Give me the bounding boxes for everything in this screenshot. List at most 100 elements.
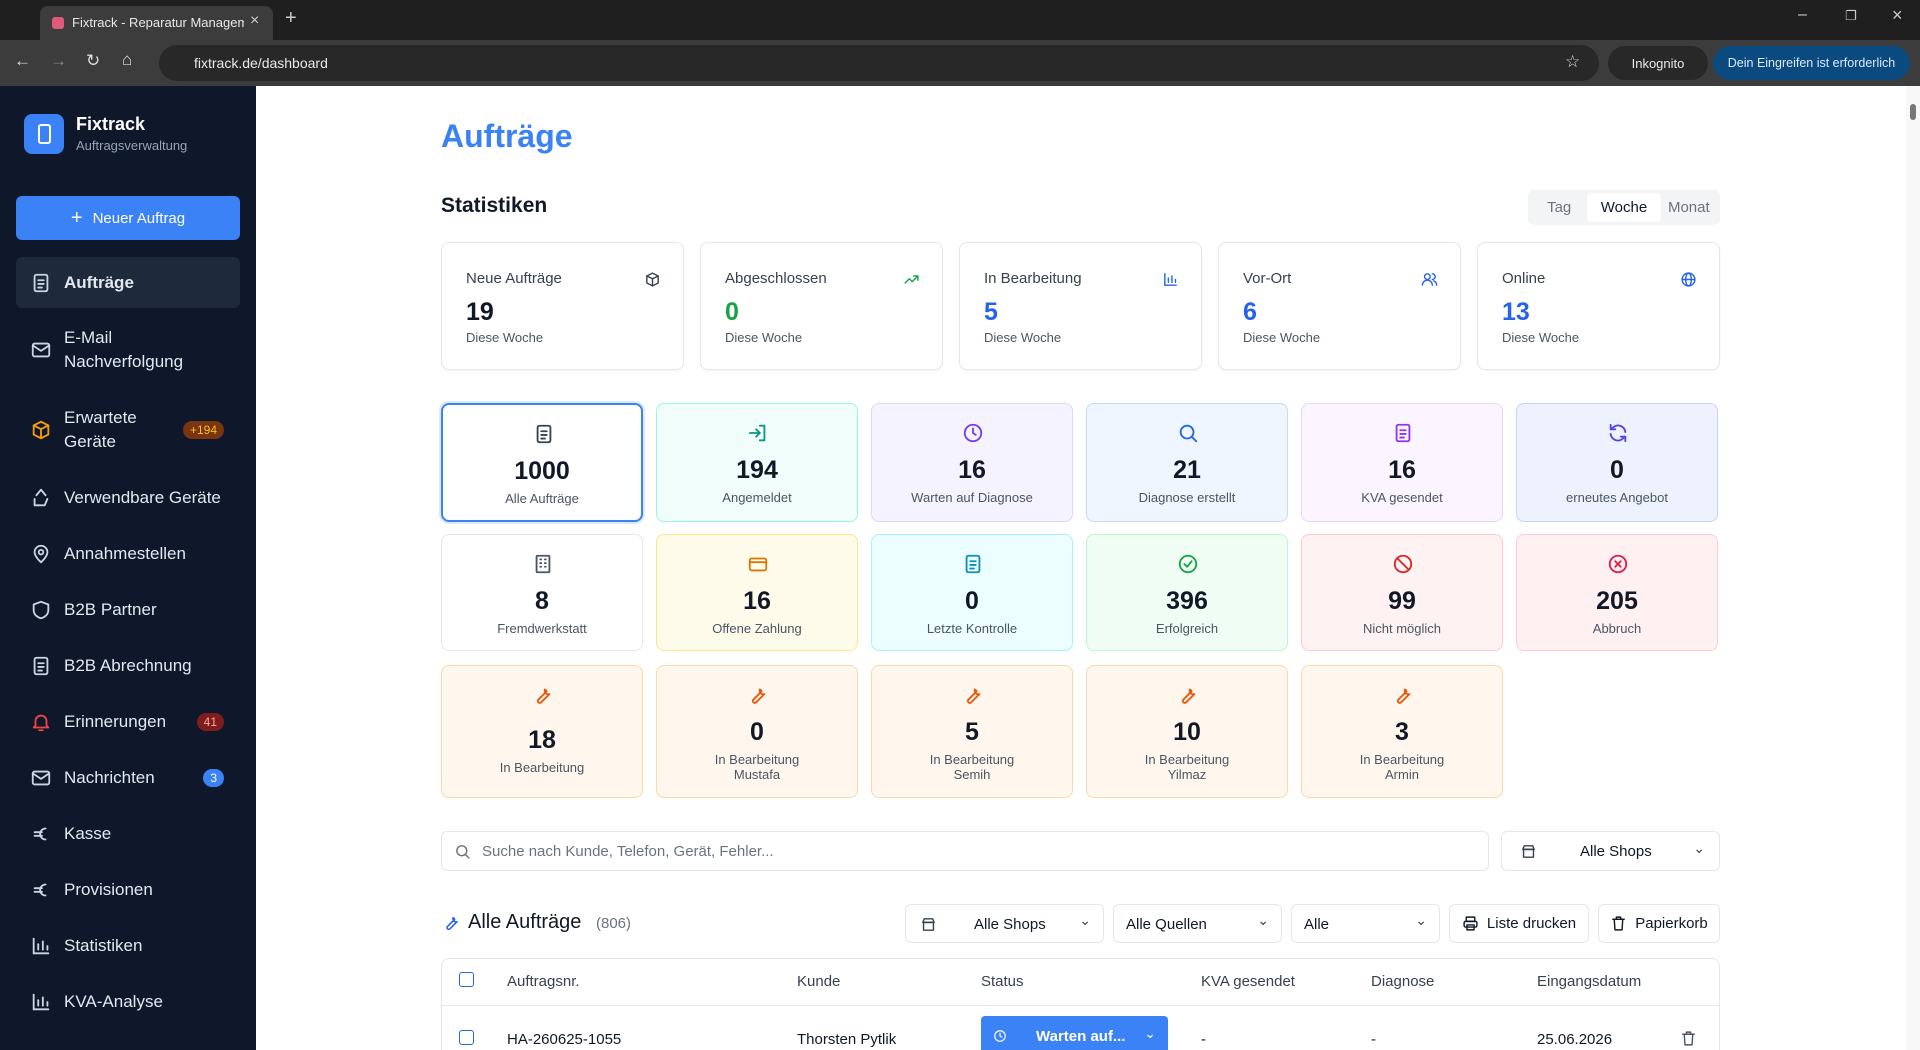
status-tile[interactable]: 16 Warten auf Diagnose bbox=[871, 403, 1073, 522]
tile-label: In Bearbeitung bbox=[1359, 752, 1445, 767]
nav-item[interactable]: Annahmestellen bbox=[16, 526, 240, 582]
period-option[interactable]: Woche bbox=[1587, 193, 1661, 222]
tile-sub: Semih bbox=[953, 767, 991, 782]
checkbox[interactable] bbox=[459, 972, 474, 987]
stat-value: 5 bbox=[984, 298, 998, 326]
status-tile[interactable]: 194 Angemeldet bbox=[656, 403, 858, 522]
nav-item[interactable]: Kasse bbox=[16, 806, 240, 862]
filter-select[interactable]: Alle Quellen ⌄ bbox=[1113, 904, 1282, 943]
status-tile[interactable]: 0 Letzte Kontrolle bbox=[871, 534, 1073, 651]
status-tile[interactable]: 396 Erfolgreich bbox=[1086, 534, 1288, 651]
scrollbar[interactable] bbox=[1906, 86, 1920, 1050]
stat-label: Abgeschlossen bbox=[725, 270, 827, 287]
status-tile[interactable]: 99 Nicht möglich bbox=[1301, 534, 1503, 651]
icon bbox=[33, 656, 49, 676]
nav-item[interactable]: B2B Abrechnung bbox=[16, 638, 240, 694]
shop-select[interactable]: Alle Shops ⌄ bbox=[1501, 831, 1720, 871]
nav-label: Erwartete Geräte bbox=[64, 408, 137, 451]
tile-label: Diagnose erstellt bbox=[1138, 490, 1236, 505]
favicon bbox=[52, 17, 64, 29]
row-divider bbox=[442, 1005, 1719, 1006]
icon bbox=[33, 544, 49, 564]
nav-item[interactable]: Aufträge bbox=[16, 257, 240, 308]
new-tab[interactable]: + bbox=[285, 7, 297, 29]
status-tile[interactable]: 205 Abbruch bbox=[1516, 534, 1718, 651]
icon bbox=[535, 554, 551, 574]
nav-item[interactable]: Erwartete Geräte +194 bbox=[16, 390, 240, 470]
minimize[interactable]: – bbox=[1798, 6, 1807, 23]
tab-close[interactable]: × bbox=[250, 12, 260, 29]
alert-chip[interactable]: Dein Eingreifen ist erforderlich bbox=[1713, 46, 1910, 80]
scroll-thumb[interactable] bbox=[1910, 104, 1916, 120]
tile-label: Alle Aufträge bbox=[505, 491, 579, 506]
status-tile[interactable]: 1000 Alle Aufträge bbox=[441, 403, 643, 522]
nav-item[interactable]: B2B Partner bbox=[16, 582, 240, 638]
icon bbox=[1608, 554, 1628, 574]
status-tile[interactable]: 10 In Bearbeitung Yilmaz bbox=[1086, 665, 1288, 798]
tab[interactable]: Fixtrack - Reparatur Manageme × bbox=[40, 6, 273, 40]
forward[interactable]: → bbox=[50, 51, 67, 70]
action-button[interactable]: Papierkorb bbox=[1598, 904, 1720, 943]
back[interactable]: ← bbox=[14, 51, 31, 70]
status-tile[interactable]: 18 In Bearbeitung bbox=[441, 665, 643, 798]
filter-select[interactable]: Alle Shops ⌄ bbox=[905, 904, 1104, 943]
status-tile[interactable]: 5 In Bearbeitung Semih bbox=[871, 665, 1073, 798]
tile-value: 18 bbox=[528, 726, 556, 754]
column-header: Eingangsdatum bbox=[1537, 973, 1642, 990]
status-tile[interactable]: 16 KVA gesendet bbox=[1301, 403, 1503, 522]
status-button[interactable]: Warten auf... ⌄ bbox=[981, 1016, 1168, 1050]
tile-value: 16 bbox=[743, 587, 771, 615]
status-tile[interactable]: 8 Fremdwerkstatt bbox=[441, 534, 643, 651]
nav-item[interactable]: Statistiken bbox=[16, 918, 240, 974]
restore[interactable]: ❐ bbox=[1845, 8, 1857, 23]
nav-item[interactable]: KVA-Analyse bbox=[16, 974, 240, 1030]
icon bbox=[1612, 916, 1626, 931]
icon bbox=[922, 918, 935, 931]
icon bbox=[1393, 554, 1413, 574]
icon bbox=[994, 1030, 1006, 1042]
stat-card: Vor-Ort 6 Diese Woche bbox=[1218, 242, 1461, 370]
home[interactable]: ⌂ bbox=[122, 50, 133, 69]
status-tile[interactable]: 0 erneutes Angebot bbox=[1516, 403, 1718, 522]
period-option[interactable]: Tag bbox=[1547, 199, 1572, 216]
icon bbox=[536, 424, 552, 444]
bookmark[interactable]: ☆ bbox=[1565, 52, 1581, 71]
new-order-label: Neuer Auftrag bbox=[92, 209, 186, 227]
nav-item[interactable]: Verwendbare Geräte bbox=[16, 470, 240, 526]
status-tile[interactable]: 21 Diagnose erstellt bbox=[1086, 403, 1288, 522]
action-button[interactable]: Liste drucken bbox=[1449, 904, 1589, 943]
filter-label: Alle Quellen bbox=[1126, 916, 1207, 933]
icon bbox=[1681, 272, 1696, 287]
icon bbox=[904, 275, 919, 284]
close[interactable]: × bbox=[1892, 5, 1903, 25]
status-tile[interactable]: 0 In Bearbeitung Mustafa bbox=[656, 665, 858, 798]
status-tile[interactable]: 3 In Bearbeitung Armin bbox=[1301, 665, 1503, 798]
reload[interactable]: ↻ bbox=[86, 51, 101, 70]
status-tile[interactable]: 16 Offene Zahlung bbox=[656, 534, 858, 651]
tile-value: 1000 bbox=[514, 457, 570, 485]
chevron: ⌄ bbox=[1257, 912, 1269, 928]
icon bbox=[748, 557, 768, 572]
url-field[interactable]: fixtrack.de/dashboard ☆ bbox=[159, 45, 1599, 81]
nav-item[interactable]: Provisionen bbox=[16, 862, 240, 918]
nav-item[interactable]: E-Mail Nachverfolgung bbox=[16, 310, 240, 390]
search-field[interactable]: Suche nach Kunde, Telefon, Gerät, Fehler… bbox=[441, 831, 1489, 871]
icon bbox=[33, 488, 49, 507]
new-order-button[interactable]: + Neuer Auftrag bbox=[16, 196, 240, 240]
tile-value: 0 bbox=[965, 587, 979, 615]
tile-label: Abbruch bbox=[1592, 621, 1642, 636]
nav-label: Annahmestellen bbox=[64, 544, 186, 563]
nav-item[interactable]: Erinnerungen 41 bbox=[16, 694, 240, 750]
period-option[interactable]: Monat bbox=[1667, 199, 1710, 216]
tile-value: 16 bbox=[1388, 456, 1416, 484]
checkbox[interactable] bbox=[459, 1030, 474, 1045]
tab-title: Fixtrack - Reparatur Manageme bbox=[72, 15, 244, 30]
incognito-chip[interactable]: Inkognito bbox=[1608, 46, 1708, 80]
icon bbox=[963, 423, 983, 443]
filter-select[interactable]: Alle ⌄ bbox=[1291, 904, 1440, 943]
cell: - bbox=[1201, 1031, 1206, 1048]
filter-label: Alle bbox=[1304, 916, 1330, 933]
nav-label: Aufträge bbox=[64, 272, 134, 292]
icon bbox=[1522, 845, 1535, 858]
nav-item[interactable]: Nachrichten 3 bbox=[16, 750, 240, 806]
